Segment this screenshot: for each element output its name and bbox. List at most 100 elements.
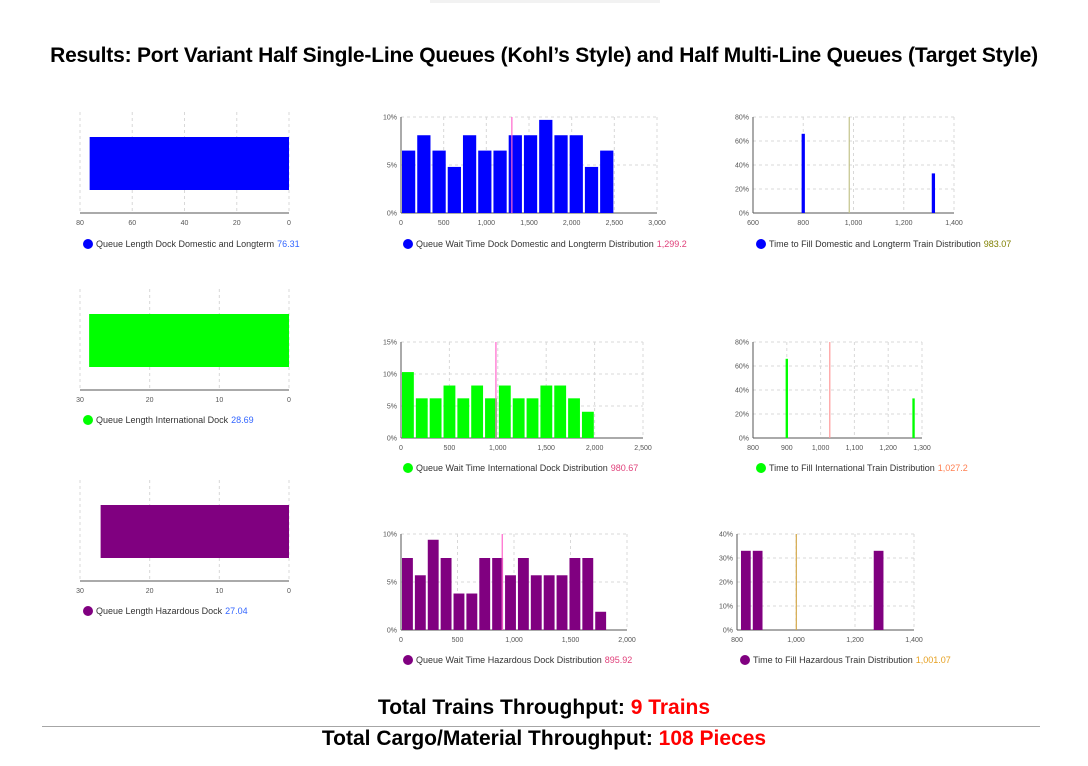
x-tick-label: 2,500	[606, 220, 624, 227]
time-to-fill-hazardous-chart: 0% 10% 20% 30% 40% 800 1,000 1,200 1,400	[700, 527, 925, 645]
y-tick-label: 40%	[735, 388, 749, 395]
bar	[89, 314, 289, 367]
x-tick-label: 0	[399, 220, 403, 227]
bar	[100, 505, 289, 558]
bar	[873, 550, 884, 630]
bar	[462, 135, 477, 213]
bar	[493, 150, 507, 213]
legend-value: 895.92	[604, 655, 633, 665]
x-tick-label: 600	[747, 220, 759, 227]
y-tick-label: 30%	[719, 556, 733, 563]
x-tick-label: 60	[128, 220, 136, 227]
x-tick-label: 500	[452, 637, 464, 644]
y-tick-label: 10%	[383, 372, 397, 379]
x-tick-label: 1,200	[846, 637, 864, 644]
legend-label: Queue Wait Time Hazardous Dock Distribut…	[416, 655, 602, 665]
y-tick-label: 0%	[387, 211, 397, 218]
x-tick-label: 2,000	[586, 445, 604, 452]
x-tick-label: 800	[797, 220, 809, 227]
page-title: Results: Port Variant Half Single-Line Q…	[50, 44, 1038, 67]
bar	[523, 135, 538, 213]
legend-dot	[83, 415, 93, 425]
y-tick-label: 20%	[735, 412, 749, 419]
y-tick-label: 0%	[739, 211, 749, 218]
y-tick-label: 10%	[383, 115, 397, 122]
bar	[752, 550, 763, 630]
legend-label: Queue Length International Dock	[96, 415, 229, 425]
chart-svg: 0% 10% 20% 30% 40% 800 1,000 1,200 1,400	[719, 532, 923, 645]
bar	[443, 385, 456, 438]
legend-value: 28.69	[231, 415, 254, 425]
bar	[556, 575, 568, 630]
bar	[543, 575, 555, 630]
x-tick-label: 900	[781, 445, 793, 452]
bar	[415, 398, 428, 438]
bar	[581, 411, 594, 438]
bar	[584, 166, 599, 213]
x-tick-label: 1,100	[846, 445, 864, 452]
queue-length-hazardous-chart: 30 20 10 0	[70, 478, 300, 596]
x-tick-label: 1,400	[905, 637, 923, 644]
x-tick-label: 1,500	[537, 445, 555, 452]
legend-queue-wait-international: Queue Wait Time International Dock Distr…	[403, 463, 638, 473]
x-tick-label: 2,000	[618, 637, 636, 644]
y-tick-label: 80%	[735, 340, 749, 347]
bar	[554, 135, 568, 213]
bar	[540, 385, 553, 438]
cargo-throughput-label: Total Cargo/Material Throughput:	[321, 727, 653, 750]
y-tick-label: 0%	[387, 436, 397, 443]
x-tick-label: 30	[76, 588, 84, 595]
x-tick-label: 10	[215, 397, 223, 404]
bar	[427, 539, 439, 630]
legend-dot	[756, 239, 766, 249]
legend-dot	[756, 463, 766, 473]
y-tick-label: 60%	[735, 139, 749, 146]
bar	[414, 575, 426, 630]
y-tick-label: 0%	[739, 436, 749, 443]
bar	[432, 150, 446, 213]
x-tick-label: 1,000	[812, 445, 830, 452]
legend-time-to-fill-international: Time to Fill International Train Distrib…	[756, 463, 968, 473]
bar	[931, 173, 936, 213]
x-tick-label: 1,200	[879, 445, 897, 452]
legend-label: Queue Wait Time International Dock Distr…	[416, 463, 608, 473]
bar	[600, 150, 614, 213]
x-tick-label: 0	[287, 220, 291, 227]
y-tick-label: 40%	[719, 532, 733, 539]
x-tick-label: 800	[731, 637, 743, 644]
x-tick-label: 3,000	[648, 220, 666, 227]
bar	[478, 150, 492, 213]
legend-dot	[83, 239, 93, 249]
x-tick-label: 20	[146, 588, 154, 595]
chart-svg: 0% 20% 40% 60% 80% 800 900 1,000 1,100 1,200 1,300	[735, 340, 931, 453]
legend-value: 980.67	[610, 463, 639, 473]
y-tick-label: 15%	[383, 340, 397, 347]
bar	[89, 137, 289, 190]
bar	[569, 135, 583, 213]
bar	[539, 119, 553, 213]
x-tick-label: 1,000	[505, 637, 523, 644]
legend-dot	[83, 606, 93, 616]
x-tick-label: 20	[233, 220, 241, 227]
bar	[595, 611, 607, 630]
y-tick-label: 60%	[735, 364, 749, 371]
x-tick-label: 0	[287, 588, 291, 595]
bar	[517, 558, 529, 630]
y-tick-label: 0%	[723, 628, 733, 635]
x-tick-label: 2,500	[634, 445, 652, 452]
legend-value: 1,027.2	[937, 463, 968, 473]
x-tick-label: 0	[399, 637, 403, 644]
footer-divider	[42, 726, 1040, 727]
chart-svg: 0% 5% 10% 0 500 1,000 1,500 2,000 2,500 3,000	[383, 115, 666, 228]
y-tick-label: 40%	[735, 163, 749, 170]
legend-dot	[403, 463, 413, 473]
legend-dot	[740, 655, 750, 665]
legend-value: 983.07	[983, 239, 1012, 249]
chart-svg: 0% 20% 40% 60% 80% 600 800 1,000 1,200 1,400	[735, 115, 963, 228]
bar	[530, 575, 542, 630]
bar	[801, 133, 805, 213]
x-tick-label: 0	[399, 445, 403, 452]
x-tick-label: 80	[76, 220, 84, 227]
x-tick-label: 1,000	[787, 637, 805, 644]
x-tick-label: 40	[181, 220, 189, 227]
